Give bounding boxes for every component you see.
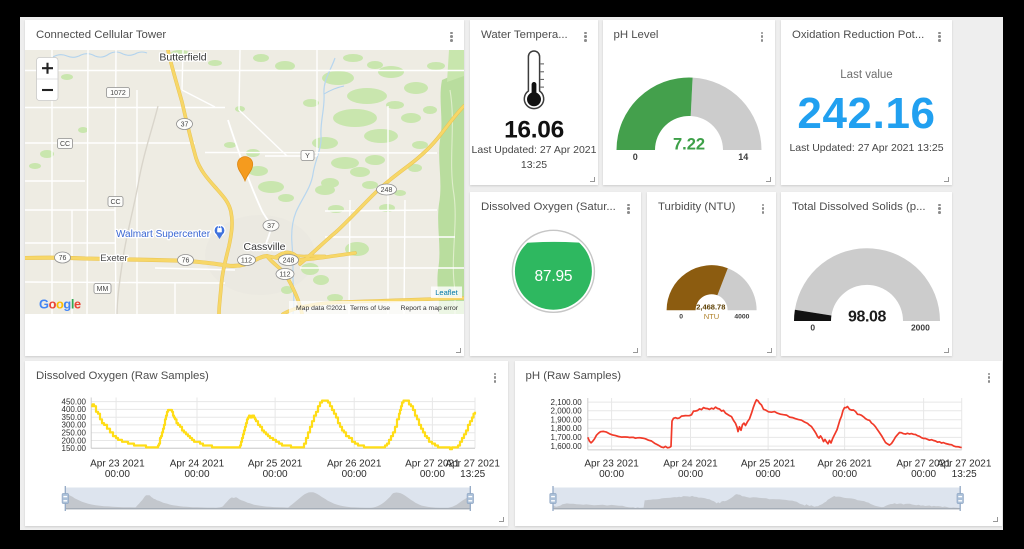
svg-text:14: 14 — [738, 152, 748, 162]
svg-text:112: 112 — [241, 258, 252, 265]
svg-text:Apr 26 2021: Apr 26 2021 — [817, 459, 872, 470]
svg-text:2,468.78: 2,468.78 — [696, 303, 725, 312]
svg-text:2,100.00: 2,100.00 — [550, 398, 582, 407]
svg-text:CC: CC — [110, 199, 120, 206]
svg-text:MM: MM — [97, 286, 109, 293]
svg-text:Apr 27 2021: Apr 27 2021 — [405, 459, 460, 470]
svg-text:Terms of Use: Terms of Use — [350, 305, 390, 312]
svg-text:00:00: 00:00 — [263, 469, 288, 480]
svg-text:00:00: 00:00 — [832, 469, 857, 480]
svg-text:13:25: 13:25 — [951, 469, 976, 480]
svg-text:Apr 26 2021: Apr 26 2021 — [327, 459, 382, 470]
svg-text:Map data ©2021: Map data ©2021 — [296, 304, 347, 312]
svg-text:Apr 23 2021: Apr 23 2021 — [90, 459, 145, 470]
svg-text:Apr 25 2021: Apr 25 2021 — [740, 459, 795, 470]
svg-text:00:00: 00:00 — [105, 469, 130, 480]
svg-text:NTU: NTU — [704, 312, 720, 321]
svg-text:87.95: 87.95 — [535, 268, 573, 285]
svg-text:7.22: 7.22 — [672, 136, 704, 154]
svg-text:16.06: 16.06 — [504, 116, 564, 143]
svg-text:00:00: 00:00 — [342, 469, 367, 480]
svg-text:Apr 25 2021: Apr 25 2021 — [248, 459, 303, 470]
svg-text:2000: 2000 — [911, 323, 930, 333]
svg-text:Cassville: Cassville — [243, 241, 285, 253]
svg-text:Google: Google — [39, 297, 81, 312]
svg-text:1,800.00: 1,800.00 — [550, 424, 582, 433]
svg-text:37: 37 — [267, 223, 275, 230]
svg-text:4000: 4000 — [734, 314, 749, 321]
svg-text:1,700.00: 1,700.00 — [550, 433, 582, 442]
svg-text:1,600.00: 1,600.00 — [550, 442, 582, 451]
svg-text:2,000.00: 2,000.00 — [550, 407, 582, 416]
svg-text:0: 0 — [679, 314, 683, 321]
svg-text:76: 76 — [182, 258, 190, 265]
svg-text:200.00: 200.00 — [62, 436, 87, 445]
svg-text:76: 76 — [59, 255, 67, 262]
svg-text:00:00: 00:00 — [184, 469, 209, 480]
svg-text:450.00: 450.00 — [62, 397, 87, 406]
svg-text:CC: CC — [60, 141, 70, 148]
svg-text:350.00: 350.00 — [62, 413, 87, 422]
svg-text:248: 248 — [381, 187, 393, 194]
svg-text:13:25: 13:25 — [460, 469, 485, 480]
svg-text:98.08: 98.08 — [848, 309, 887, 326]
svg-text:00:00: 00:00 — [599, 469, 624, 480]
svg-text:1,900.00: 1,900.00 — [550, 416, 582, 425]
svg-text:1072: 1072 — [110, 90, 126, 97]
svg-text:300.00: 300.00 — [62, 421, 87, 430]
svg-text:112: 112 — [279, 272, 290, 279]
svg-text:400.00: 400.00 — [62, 405, 87, 414]
svg-text:00:00: 00:00 — [911, 469, 936, 480]
svg-text:Apr 23 2021: Apr 23 2021 — [584, 459, 639, 470]
svg-text:150.00: 150.00 — [62, 444, 87, 453]
svg-text:Report a map error: Report a map error — [401, 305, 459, 312]
svg-text:0: 0 — [632, 152, 637, 162]
svg-text:Apr 27 2021: Apr 27 2021 — [896, 459, 951, 470]
svg-text:Leaflet: Leaflet — [435, 288, 458, 297]
svg-text:Apr 24 2021: Apr 24 2021 — [663, 459, 718, 470]
svg-text:Exeter: Exeter — [100, 253, 127, 264]
svg-text:Apr 24 2021: Apr 24 2021 — [170, 459, 225, 470]
svg-text:Y: Y — [305, 153, 310, 160]
svg-text:250.00: 250.00 — [62, 429, 87, 438]
svg-text:Apr 27 2021: Apr 27 2021 — [445, 459, 500, 470]
svg-text:0: 0 — [810, 322, 815, 332]
svg-text:248: 248 — [283, 258, 295, 265]
svg-text:Walmart Supercenter: Walmart Supercenter — [116, 229, 211, 240]
svg-text:Butterfield: Butterfield — [159, 52, 206, 64]
svg-text:Apr 27 2021: Apr 27 2021 — [936, 459, 991, 470]
svg-text:00:00: 00:00 — [755, 469, 780, 480]
svg-text:37: 37 — [181, 122, 189, 129]
svg-text:00:00: 00:00 — [677, 469, 702, 480]
svg-text:00:00: 00:00 — [420, 469, 445, 480]
